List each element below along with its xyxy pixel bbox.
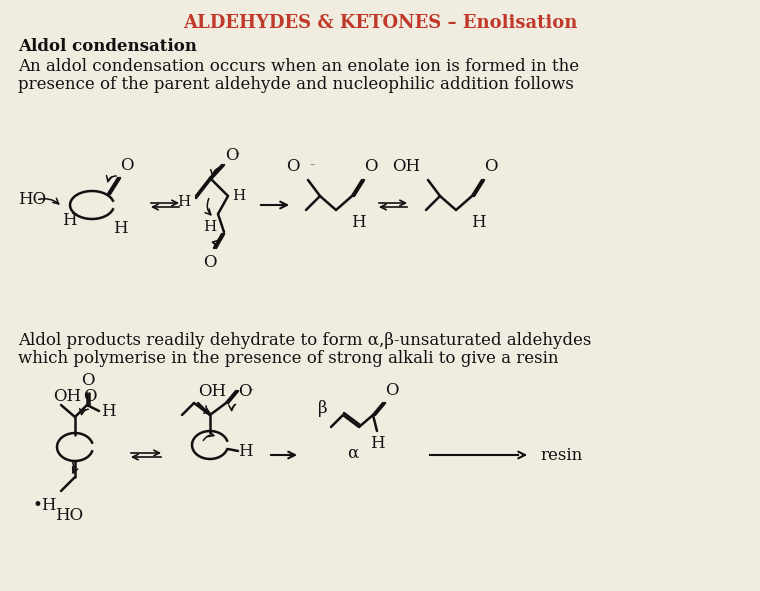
- Text: OH: OH: [392, 158, 420, 175]
- Text: O: O: [484, 158, 498, 175]
- Text: O: O: [238, 383, 252, 400]
- Text: H: H: [203, 220, 216, 234]
- Text: OH: OH: [53, 388, 81, 405]
- Text: ⁻: ⁻: [309, 162, 314, 171]
- Text: O: O: [83, 388, 97, 405]
- Text: O: O: [287, 158, 300, 175]
- Text: An aldol condensation occurs when an enolate ion is formed in the: An aldol condensation occurs when an eno…: [18, 58, 579, 75]
- Text: O: O: [81, 372, 95, 389]
- Text: O: O: [385, 382, 398, 399]
- Text: O: O: [364, 158, 378, 175]
- Text: HO: HO: [18, 191, 46, 209]
- Text: O: O: [203, 254, 217, 271]
- Text: ALDEHYDES & KETONES – Enolisation: ALDEHYDES & KETONES – Enolisation: [183, 14, 577, 32]
- Text: O: O: [225, 147, 239, 164]
- Text: H: H: [177, 195, 190, 209]
- Text: ⁻: ⁻: [248, 387, 253, 396]
- Text: H: H: [350, 214, 366, 231]
- Text: •H: •H: [33, 497, 57, 514]
- Text: O: O: [120, 157, 134, 174]
- Text: ⁻: ⁻: [34, 190, 39, 200]
- Text: presence of the parent aldehyde and nucleophilic addition follows: presence of the parent aldehyde and nucl…: [18, 76, 574, 93]
- Text: resin: resin: [540, 446, 582, 463]
- Text: Aldol products readily dehydrate to form α,β-unsaturated aldehydes: Aldol products readily dehydrate to form…: [18, 332, 591, 349]
- Text: Aldol condensation: Aldol condensation: [18, 38, 197, 55]
- Text: which polymerise in the presence of strong alkali to give a resin: which polymerise in the presence of stro…: [18, 350, 559, 367]
- Text: H: H: [369, 435, 385, 452]
- Text: H: H: [232, 189, 245, 203]
- Text: H: H: [470, 214, 486, 231]
- Text: H: H: [112, 220, 128, 237]
- Text: HO: HO: [55, 507, 83, 524]
- Text: β: β: [318, 400, 328, 417]
- Text: α: α: [347, 445, 359, 462]
- Text: H: H: [101, 402, 116, 420]
- Text: H: H: [62, 212, 77, 229]
- Text: H: H: [238, 443, 252, 459]
- Text: OH: OH: [198, 383, 226, 400]
- Text: ⁻: ⁻: [234, 151, 239, 160]
